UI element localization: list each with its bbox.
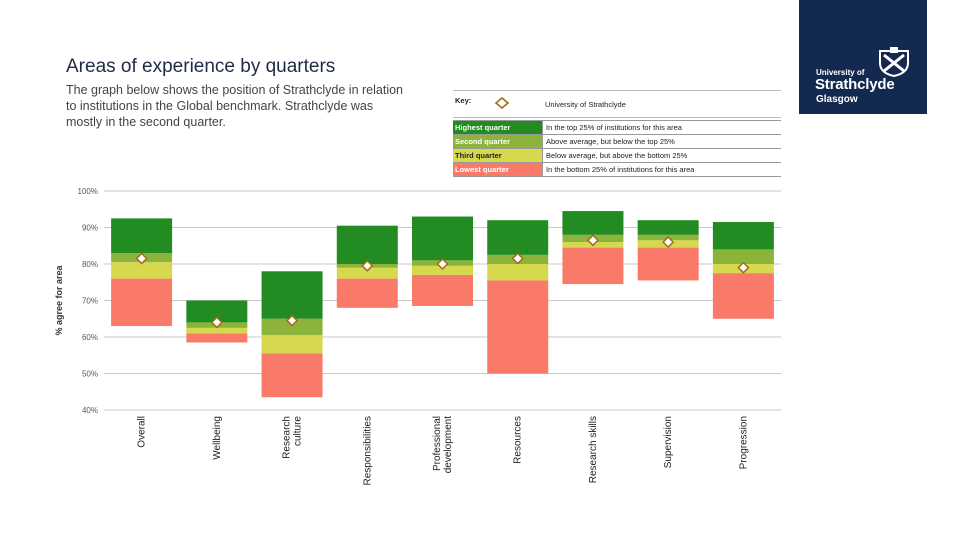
bar-lowest-quarter <box>637 247 699 281</box>
bar-lowest-quarter <box>487 280 549 374</box>
key-row-desc: In the bottom 25% of institutions for th… <box>546 165 695 174</box>
key-row-name: Lowest quarter <box>453 163 543 176</box>
chart-key: Key: University of Strathclyde Highest q… <box>453 90 781 177</box>
logo-text-glasgow: Glasgow <box>816 94 858 105</box>
key-row-desc: Below average, but above the bottom 25% <box>546 151 688 160</box>
bar-third-quarter <box>487 264 549 281</box>
bar-highest-quarter <box>712 222 774 250</box>
bar-lowest-quarter <box>712 273 774 319</box>
key-row: Highest quarter In the top 25% of institu… <box>453 120 781 135</box>
bar-third-quarter <box>261 335 323 354</box>
x-category-label: Overall <box>137 416 148 448</box>
logo-text-strathclyde: Strathclyde <box>815 76 895 93</box>
bar-third-quarter <box>336 267 398 279</box>
strathclyde-marker <box>361 259 374 272</box>
x-category-label: Supervision <box>663 416 674 468</box>
bar-highest-quarter <box>637 220 699 235</box>
x-category-label: Research skills <box>588 416 599 483</box>
y-tick-label: 50% <box>82 370 98 379</box>
y-tick-label: 40% <box>82 406 98 415</box>
strathclyde-marker <box>135 252 148 265</box>
page-subtitle: The graph below shows the position of St… <box>66 83 403 129</box>
key-row-desc: In the top 25% of institutions for this … <box>546 123 682 132</box>
y-tick-label: 100% <box>78 187 98 196</box>
y-axis-label: % agree for area <box>54 264 64 335</box>
bar-highest-quarter <box>111 218 173 254</box>
x-category-label: Progression <box>738 416 749 469</box>
x-category-label: Professional <box>432 416 443 471</box>
bar-third-quarter <box>111 262 173 279</box>
bar-highest-quarter <box>562 211 624 235</box>
strathclyde-marker <box>436 257 449 271</box>
key-row: Lowest quarter In the bottom 25% of insti… <box>453 163 781 177</box>
bar-lowest-quarter <box>336 278 398 308</box>
key-row-name: Highest quarter <box>453 121 543 134</box>
bar-second-quarter <box>261 318 323 336</box>
bar-second-quarter <box>712 249 774 264</box>
crest-icon <box>879 47 909 77</box>
page-title: Areas of experience by quarters <box>66 56 336 77</box>
key-row-desc: Above average, but below the top 25% <box>546 137 675 146</box>
bar-lowest-quarter <box>412 274 473 306</box>
bar-lowest-quarter <box>261 353 323 398</box>
bar-highest-quarter <box>412 216 473 261</box>
y-tick-label: 90% <box>82 224 98 233</box>
key-row: Third quarter Below average, but above th… <box>453 149 781 163</box>
x-category-label: Research <box>282 416 293 459</box>
key-row-name: Second quarter <box>453 135 543 148</box>
bar-highest-quarter <box>336 225 398 264</box>
y-tick-label: 80% <box>82 260 98 269</box>
x-category-label: Resources <box>513 416 524 464</box>
key-row-name: Third quarter <box>453 149 543 162</box>
x-category-label: culture <box>293 416 304 446</box>
key-header: Key: University of Strathclyde <box>453 90 781 118</box>
bar-highest-quarter <box>186 300 248 323</box>
strathclyde-marker <box>511 252 524 265</box>
key-marker-label: University of Strathclyde <box>545 100 626 109</box>
key-rows: Highest quarter In the top 25% of institu… <box>453 120 781 177</box>
y-tick-label: 70% <box>82 297 98 306</box>
x-category-label: Responsibilities <box>362 416 373 485</box>
university-logo: University of Strathclyde Glasgow <box>799 0 927 114</box>
bar-third-quarter <box>412 265 473 275</box>
strathclyde-marker <box>737 261 750 274</box>
strathclyde-marker <box>210 316 223 329</box>
key-row: Second quarter Above average, but below t… <box>453 135 781 149</box>
x-category-label: Wellbeing <box>212 416 223 460</box>
bar-lowest-quarter <box>111 278 173 327</box>
bar-lowest-quarter <box>186 333 248 343</box>
bar-highest-quarter <box>261 271 323 319</box>
bar-lowest-quarter <box>562 247 624 285</box>
strathclyde-marker-icon <box>494 97 510 109</box>
x-category-label: development <box>443 416 454 473</box>
strathclyde-marker <box>662 236 675 249</box>
logo-text-university: University of <box>816 68 865 77</box>
strathclyde-marker <box>586 234 600 247</box>
key-label: Key: <box>455 96 472 105</box>
strathclyde-marker <box>285 314 299 327</box>
bar-third-quarter <box>186 327 248 334</box>
bar-highest-quarter <box>487 220 549 255</box>
y-tick-label: 60% <box>82 333 98 342</box>
